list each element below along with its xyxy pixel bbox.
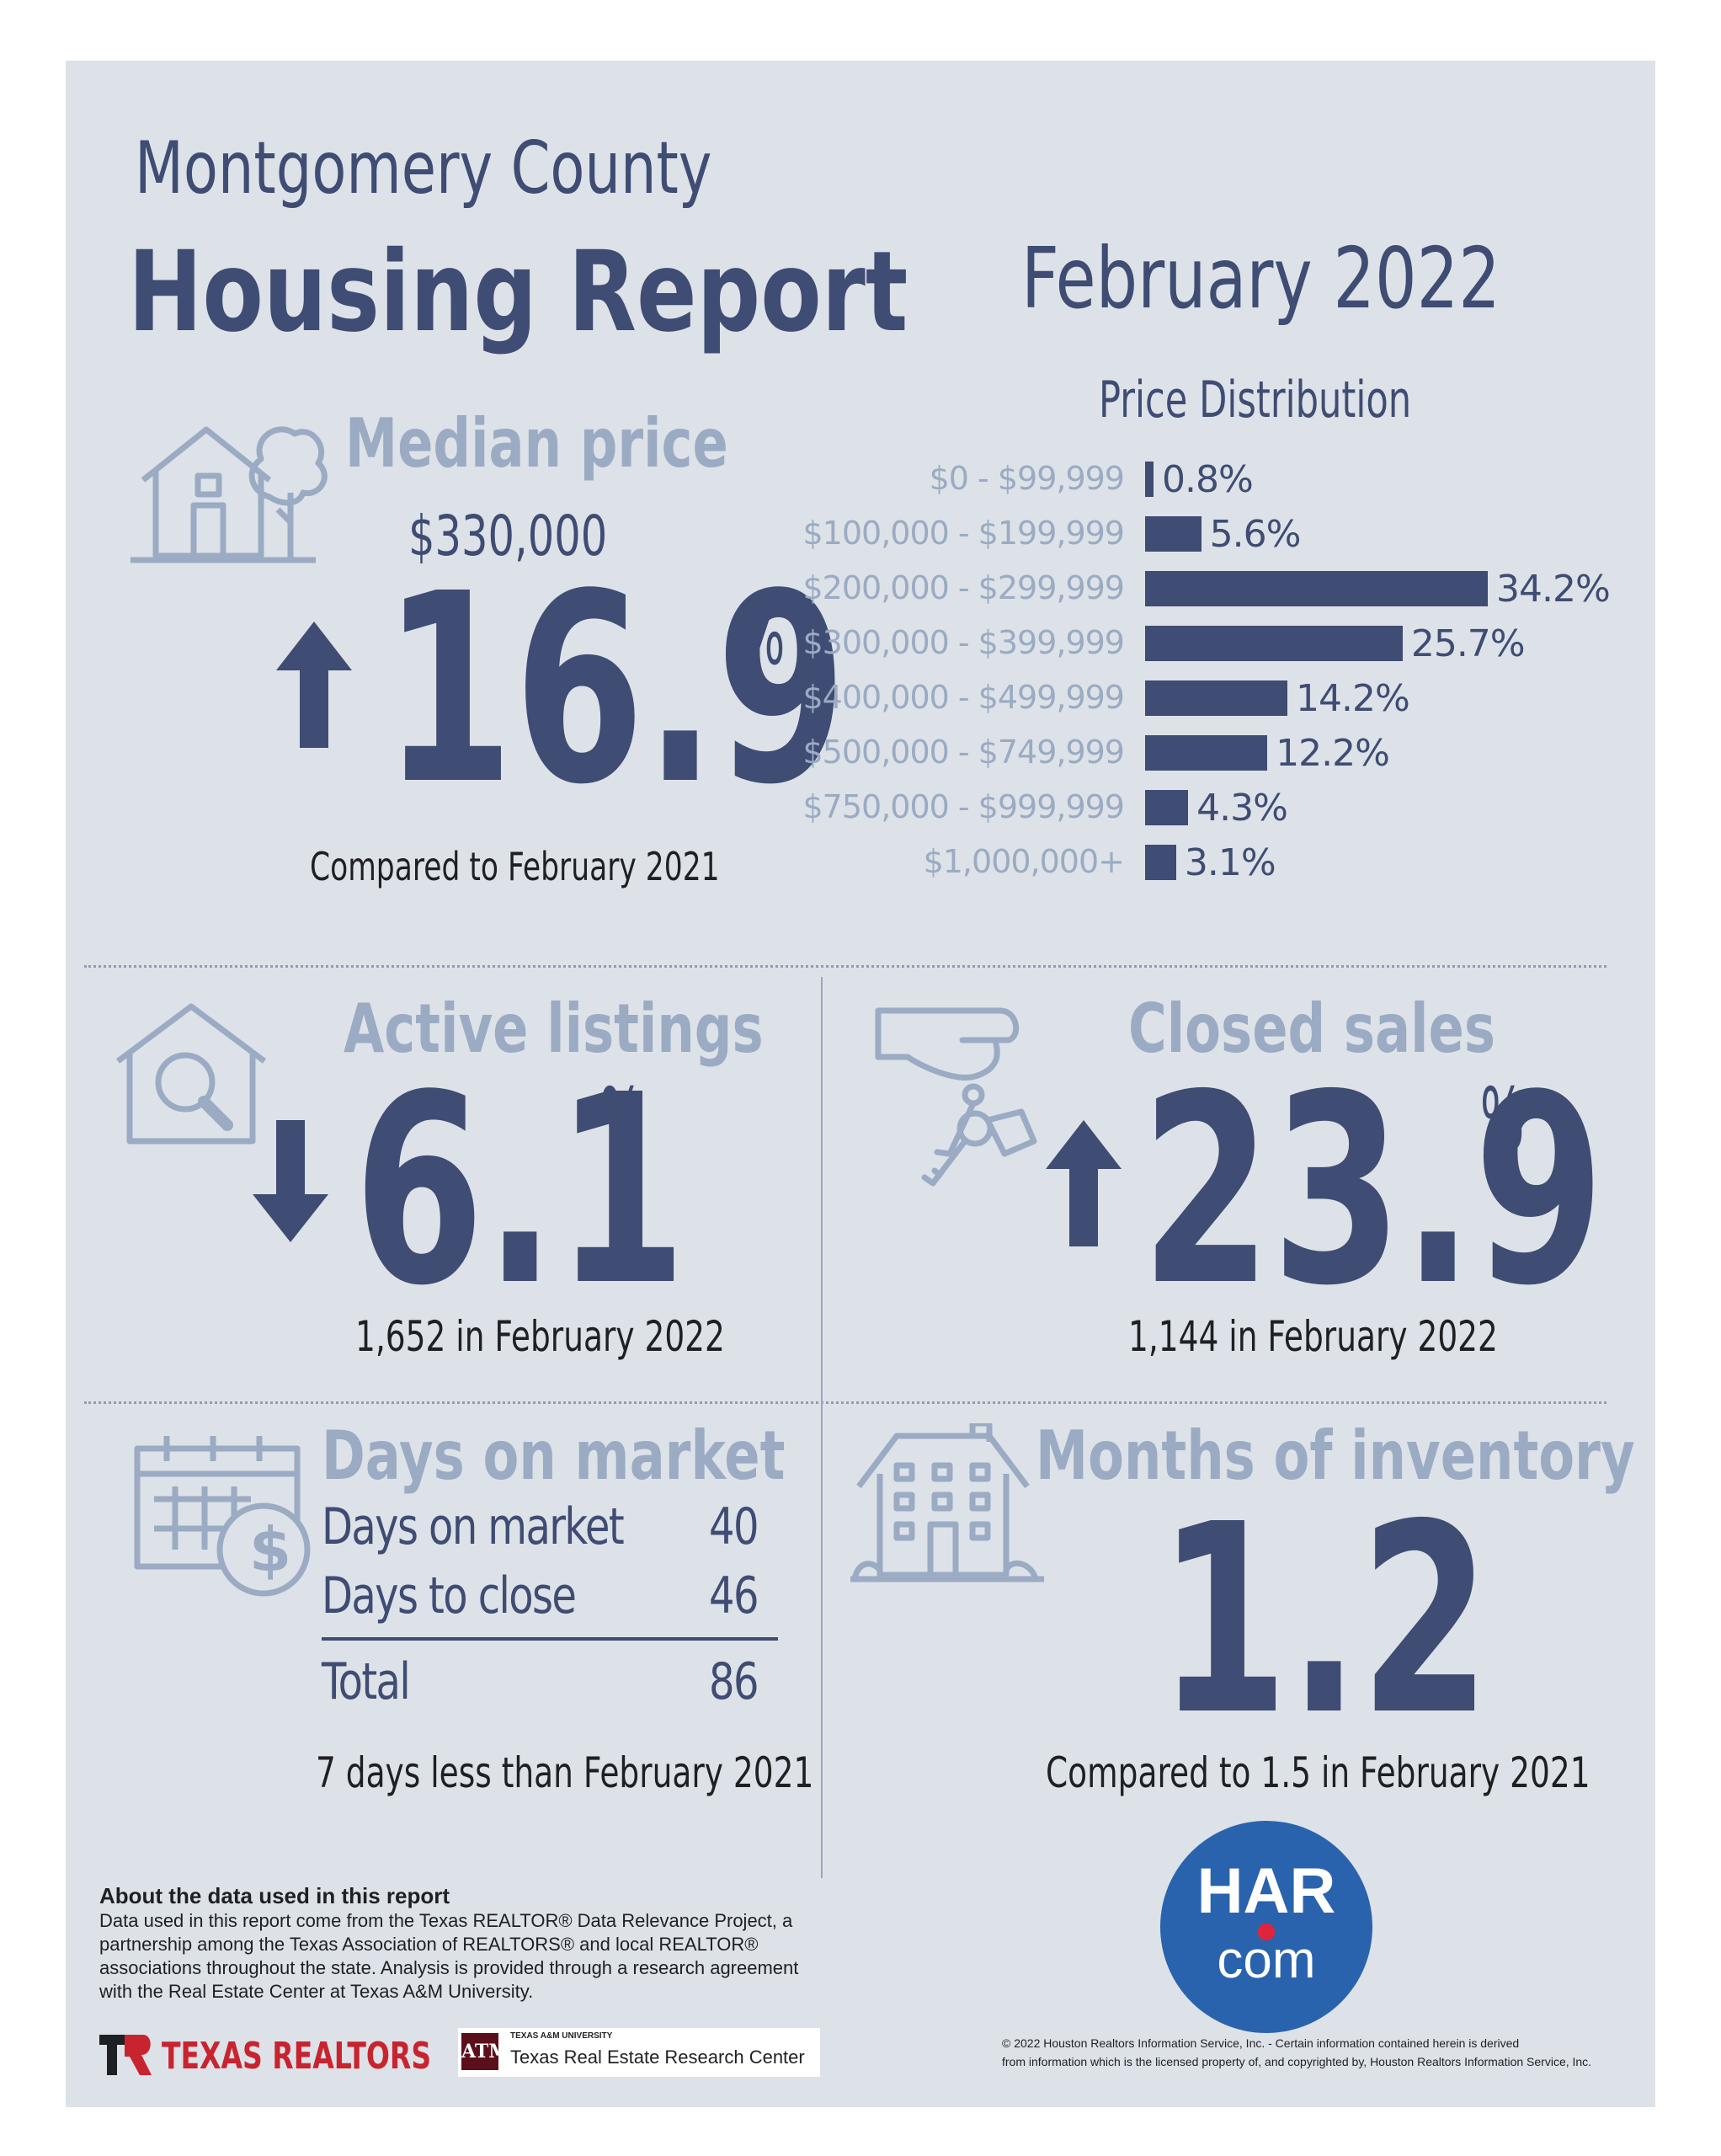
- bar-value-label: 12.2%: [1276, 732, 1390, 775]
- divider-horizontal-2: [84, 1401, 1606, 1404]
- bar: [1145, 680, 1287, 716]
- bar: [1145, 735, 1268, 771]
- closed-sales-detail: 1,144 in February 2022: [1128, 1312, 1498, 1361]
- dom-row-value-2: 46: [709, 1566, 759, 1625]
- closed-change-value: 23.9: [1141, 1039, 1605, 1343]
- texas-realtors-text: TEXAS REALTORS: [162, 2035, 432, 2078]
- bar-category-label: $750,000 - $999,999: [802, 788, 1125, 825]
- arrow-down-icon: [253, 1120, 328, 1242]
- report-title: Housing Report: [128, 227, 908, 357]
- calendar-dollar-icon: $: [133, 1432, 314, 1600]
- arrow-up-icon-2: [1046, 1120, 1122, 1246]
- tamu-small-text: TEXAS A&M UNIVERSITY: [510, 2031, 613, 2041]
- bar-value-label: 5.6%: [1209, 513, 1302, 556]
- active-listings-detail: 1,652 in February 2022: [355, 1312, 725, 1361]
- median-comparison: Compared to February 2021: [310, 844, 720, 889]
- bar-category-label: $400,000 - $499,999: [802, 679, 1125, 716]
- about-line-1: Data used in this report come from the T…: [99, 1910, 793, 1931]
- bar: [1145, 845, 1176, 880]
- report-panel: [66, 61, 1655, 2107]
- house-magnifier-icon: [111, 1002, 271, 1150]
- tamu-mark-icon: ATM: [461, 2033, 509, 2070]
- median-change-value: 16.9: [383, 538, 847, 842]
- texas-realtors-logo[interactable]: TEXAS REALTORS: [99, 2031, 436, 2079]
- about-line-3: associations throughout the state. Analy…: [99, 1957, 799, 1978]
- dollar-sign-icon: $: [249, 1514, 292, 1585]
- median-price-value: $330,000: [408, 504, 608, 568]
- har-logo[interactable]: HAR com: [1160, 1821, 1372, 2033]
- median-price-title: Median price: [345, 404, 728, 483]
- bar-category-label: $100,000 - $199,999: [802, 515, 1125, 552]
- har-logo-dot: [1258, 1924, 1275, 1940]
- months-inventory-value: 1.2: [1158, 1469, 1491, 1773]
- bar: [1145, 790, 1189, 825]
- bar-value-label: 4.3%: [1196, 787, 1288, 830]
- bar-value-label: 0.8%: [1162, 458, 1254, 501]
- about-line-2: partnership among the Texas Association …: [99, 1934, 759, 1955]
- bar-category-label: $0 - $99,999: [929, 460, 1125, 497]
- tamu-logo[interactable]: ATM TEXAS A&M UNIVERSITY Texas Real Esta…: [458, 2028, 820, 2077]
- months-inventory-title: Months of inventory: [1036, 1417, 1635, 1495]
- copyright-line-2: from information which is the licensed p…: [1002, 2055, 1592, 2068]
- days-on-market-title: Days on market: [322, 1417, 786, 1495]
- bar-category-label: $200,000 - $299,999: [802, 569, 1125, 606]
- bar-value-label: 25.7%: [1410, 622, 1526, 665]
- texas-realtors-mark-icon: [99, 2035, 152, 2075]
- dom-total-label: Total: [322, 1652, 411, 1711]
- dom-total-value: 86: [709, 1652, 759, 1711]
- price-distribution-title: Price Distribution: [1099, 371, 1412, 430]
- dom-total-rule: [322, 1637, 778, 1641]
- har-logo-text: HAR: [1196, 1855, 1336, 1927]
- bar: [1145, 571, 1488, 606]
- dom-row-label-2: Days to close: [322, 1566, 577, 1625]
- house-tree-icon: [126, 413, 328, 573]
- median-change-unit: %: [741, 585, 786, 684]
- closed-sales-title: Closed sales: [1128, 990, 1496, 1068]
- har-logo-com: com: [1217, 1931, 1316, 1989]
- bar-value-label: 3.1%: [1184, 841, 1276, 884]
- bar: [1145, 626, 1403, 661]
- divider-vertical: [821, 977, 823, 1878]
- hand-keys-icon: [874, 1002, 1059, 1187]
- bar: [1145, 516, 1202, 552]
- tamu-center-text: Texas Real Estate Research Center: [510, 2047, 805, 2068]
- copyright-line-1: © 2022 Houston Realtors Information Serv…: [1002, 2036, 1520, 2050]
- active-change-value: 6.1: [354, 1039, 687, 1343]
- period-title: February 2022: [1021, 229, 1500, 328]
- bar-value-label: 14.2%: [1295, 677, 1410, 720]
- active-listings-title: Active listings: [344, 990, 764, 1068]
- dom-comparison: 7 days less than February 2021: [316, 1748, 814, 1797]
- about-line-4: with the Real Estate Center at Texas A&M…: [99, 1981, 534, 2002]
- closed-change-unit: %: [1480, 1070, 1525, 1168]
- bar-category-label: $500,000 - $749,999: [802, 734, 1125, 771]
- building-icon: [850, 1423, 1044, 1592]
- months-inventory-comparison: Compared to 1.5 in February 2021: [1046, 1748, 1590, 1797]
- dom-row-label-1: Days on market: [322, 1497, 625, 1556]
- arrow-up-icon: [276, 622, 352, 748]
- bar-value-label: 34.2%: [1495, 568, 1611, 611]
- dom-row-value-1: 40: [709, 1497, 759, 1556]
- bar-category-label: $1,000,000+: [923, 843, 1125, 880]
- divider-horizontal-1: [84, 965, 1606, 968]
- bar: [1145, 462, 1154, 497]
- about-heading: About the data used in this report: [99, 1883, 450, 1908]
- bar-category-label: $300,000 - $399,999: [802, 624, 1125, 661]
- active-change-unit: %: [599, 1070, 644, 1168]
- county-title: Montgomery County: [135, 126, 712, 211]
